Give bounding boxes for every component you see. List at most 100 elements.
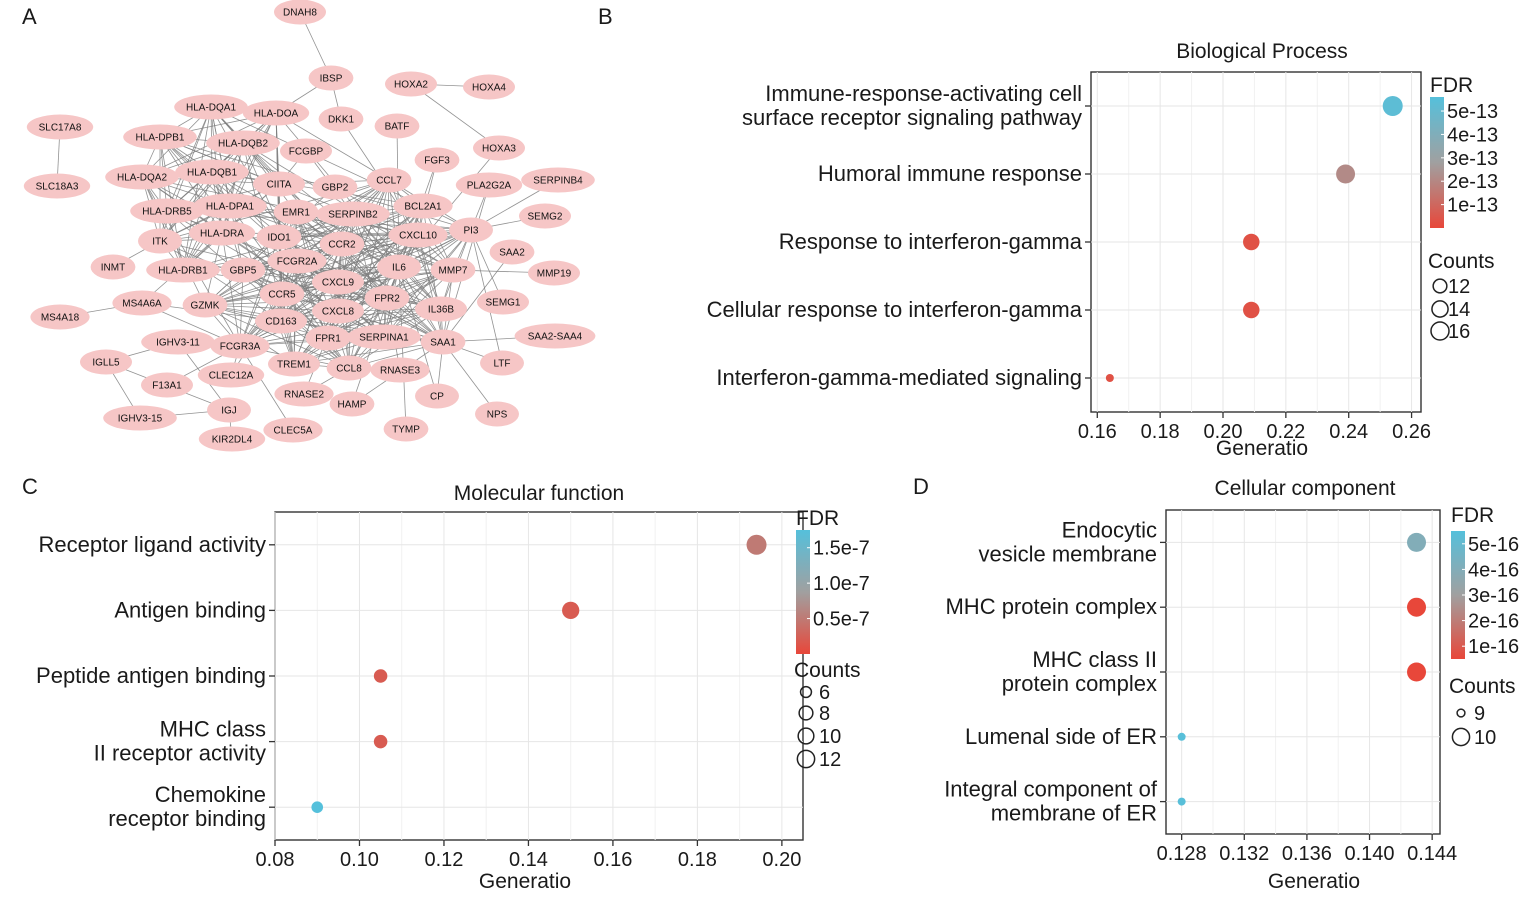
x-tick-label: 0.12	[424, 849, 463, 871]
network-edge	[242, 142, 400, 268]
network-node-label: FCGBP	[289, 147, 324, 158]
network-node-label: TYMP	[392, 425, 420, 436]
fdr-legend-label: 4e-16	[1468, 559, 1519, 581]
network-node-label: FCGR3A	[220, 342, 261, 353]
network-node-label: F13A1	[152, 381, 182, 392]
network-node-igj: IGJ	[207, 397, 251, 423]
network-node-shape	[449, 217, 493, 243]
network-node-label: GBP2	[322, 183, 349, 194]
network-node-hla-doa: HLA-DOA	[242, 100, 310, 126]
network-node-cp: CP	[415, 383, 459, 409]
network-node-hoxa2: HOXA2	[385, 71, 437, 97]
network-node-shape	[312, 269, 364, 295]
x-axis-title: Generatio	[479, 870, 571, 892]
counts-legend-symbol	[797, 727, 815, 745]
network-node-semg2: SEMG2	[519, 203, 571, 229]
fdr-legend-title: FDR	[1451, 504, 1494, 527]
network-node-shape	[420, 329, 466, 355]
network-node-cd163: CD163	[255, 308, 307, 334]
term-label-membrane-of-er: membrane of ER	[991, 801, 1157, 826]
network-node-shape	[415, 296, 467, 322]
x-tick-label: 0.10	[340, 849, 379, 871]
network-node-label: CCR5	[268, 290, 296, 301]
x-tick-label: 0.24	[1329, 421, 1368, 443]
network-node-shape	[188, 220, 256, 246]
data-point-peptide-antigen-binding	[373, 669, 388, 683]
network-node-hla-dra: HLA-DRA	[188, 220, 256, 246]
x-tick-label: 0.20	[1204, 421, 1243, 443]
term-label-integral-component-of: Integral component of	[944, 777, 1158, 802]
data-point-endocytic-vesicle-membrane	[1407, 532, 1427, 552]
network-edge	[396, 125, 400, 268]
network-edge	[159, 142, 244, 242]
data-point-chemokine-receptor-binding	[311, 801, 324, 813]
term-label-ii-receptor-activity: II receptor activity	[94, 741, 266, 766]
fdr-legend-title: FDR	[1430, 74, 1473, 97]
network-node-shape	[393, 193, 453, 219]
network-node-ms4a18: MS4A18	[30, 304, 90, 330]
network-edge	[398, 266, 438, 397]
network-node-shape	[274, 381, 334, 407]
network-node-label: HLA-DPA1	[206, 202, 255, 213]
network-node-shape	[138, 228, 182, 254]
network-node-shape	[255, 308, 307, 334]
network-node-shape	[146, 257, 220, 283]
network-node-shape	[207, 397, 251, 423]
network-node-shape	[305, 325, 351, 351]
term-label-interferon-gamma-mediated-signaling: Interferon-gamma-mediated signaling	[716, 365, 1082, 390]
network-node-label: FGF3	[424, 156, 450, 167]
network-node-label: HLA-DQA1	[186, 103, 236, 114]
network-node-hla-dqb1: HLA-DQB1	[175, 159, 249, 185]
network-node-serpinb2: SERPINB2	[316, 201, 390, 227]
fdr-colorbar	[1430, 97, 1444, 228]
network-node-cxcl10: CXCL10	[388, 222, 448, 248]
counts-legend-title: Counts	[794, 659, 861, 682]
network-node-itk: ITK	[138, 228, 182, 254]
network-node-fgf3: FGF3	[414, 147, 460, 173]
network-node-label: SLC17A8	[39, 123, 82, 134]
term-label-vesicle-membrane: vesicle membrane	[978, 541, 1157, 566]
x-tick-label: 0.08	[256, 849, 295, 871]
network-node-saa1: SAA1	[420, 329, 466, 355]
network-node-label: PI3	[463, 226, 478, 237]
network-node-shape	[23, 173, 91, 199]
network-node-label: INMT	[101, 263, 125, 274]
network-edge	[239, 345, 294, 431]
network-node-gzmk: GZMK	[182, 292, 228, 318]
network-node-label: HLA-DQB1	[187, 168, 237, 179]
network-node-shape	[364, 285, 410, 311]
counts-legend-label: 6	[819, 682, 830, 704]
network-node-shape	[388, 222, 448, 248]
network-node-hla-drb1: HLA-DRB1	[146, 257, 220, 283]
network-node-label: MS4A18	[41, 313, 80, 324]
network-node-ido1: IDO1	[256, 224, 302, 250]
counts-legend-symbol	[1432, 278, 1448, 294]
network-node-shape	[374, 113, 420, 139]
network-node-label: SEMG1	[485, 298, 520, 309]
network-node-shape	[455, 172, 523, 198]
term-label-receptor-ligand-activity: Receptor ligand activity	[39, 532, 266, 557]
network-node-label: TREM1	[277, 360, 311, 371]
network-node-fcgr3a: FCGR3A	[210, 333, 270, 359]
network-node-label: HAMP	[338, 400, 367, 411]
network-node-shape	[430, 257, 476, 283]
term-label-peptide-antigen-binding: Peptide antigen binding	[36, 663, 266, 688]
data-point-receptor-ligand-activity	[746, 534, 767, 555]
network-node-shape	[377, 254, 421, 280]
x-tick-label: 0.144	[1407, 843, 1457, 865]
network-node-shape	[253, 171, 305, 197]
counts-legend-symbol	[1431, 300, 1449, 318]
network-node-igll5: IGLL5	[80, 349, 132, 375]
network-node-ms4a6a: MS4A6A	[112, 290, 172, 316]
x-tick-label: 0.128	[1157, 843, 1207, 865]
fdr-legend-label: 1.5e-7	[813, 538, 870, 560]
network-node-cxcl9: CXCL9	[312, 269, 364, 295]
network-node-inmt: INMT	[90, 254, 136, 280]
network-node-label: FCGR2A	[277, 257, 318, 268]
network-node-label: SERPINA1	[359, 333, 409, 344]
network-node-fpr2: FPR2	[364, 285, 410, 311]
term-label-mhc-protein-complex: MHC protein complex	[945, 594, 1157, 619]
fdr-legend-label: 5e-13	[1447, 101, 1498, 123]
network-node-shape	[528, 260, 580, 286]
